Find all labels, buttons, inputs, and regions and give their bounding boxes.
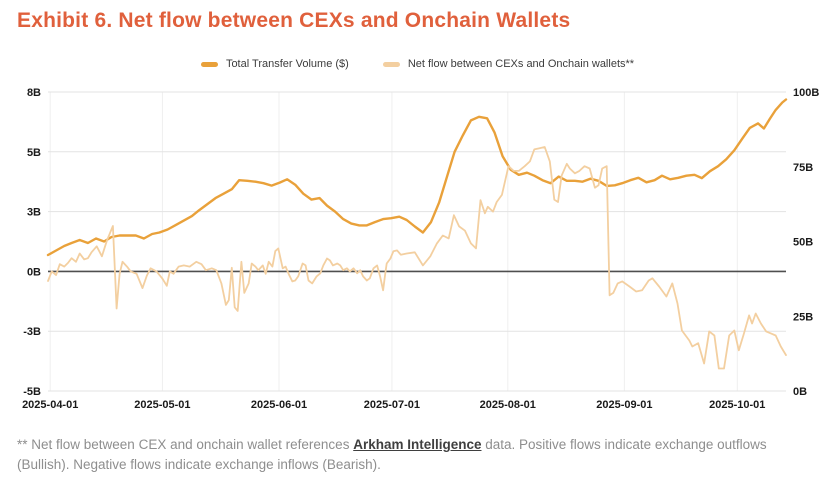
legend-label-volume: Total Transfer Volume ($) bbox=[225, 58, 349, 70]
svg-text:8B: 8B bbox=[27, 87, 41, 99]
chart-footnote: ** Net flow between CEX and onchain wall… bbox=[17, 435, 819, 476]
svg-text:0B: 0B bbox=[793, 386, 807, 398]
svg-text:2025-07-01: 2025-07-01 bbox=[364, 399, 420, 411]
svg-text:2025-04-01: 2025-04-01 bbox=[22, 399, 78, 411]
svg-text:0B: 0B bbox=[27, 266, 41, 278]
legend-label-netflow: Net flow between CEXs and Onchain wallet… bbox=[407, 58, 635, 70]
svg-text:2025-08-01: 2025-08-01 bbox=[480, 399, 536, 411]
arkham-intelligence-link[interactable]: Arkham Intelligence bbox=[353, 437, 482, 452]
legend-swatch-netflow-icon bbox=[382, 61, 400, 67]
svg-text:5B: 5B bbox=[27, 147, 41, 159]
footnote-prefix: ** Net flow between CEX and onchain wall… bbox=[17, 437, 354, 452]
svg-text:2025-05-01: 2025-05-01 bbox=[134, 399, 190, 411]
footnote-suffix: data. Positive flows indicate exchange o… bbox=[17, 437, 767, 473]
svg-text:2025-10-01: 2025-10-01 bbox=[709, 399, 765, 411]
legend-item-net-flow: Net flow between CEXs and Onchain wallet… bbox=[382, 58, 635, 70]
svg-text:50B: 50B bbox=[793, 237, 813, 249]
svg-text:3B: 3B bbox=[27, 207, 41, 219]
svg-text:-5B: -5B bbox=[23, 386, 41, 398]
svg-text:-3B: -3B bbox=[23, 326, 41, 338]
legend-swatch-volume-icon bbox=[200, 61, 218, 67]
svg-text:75B: 75B bbox=[793, 162, 813, 174]
exhibit-title: Exhibit 6. Net flow between CEXs and Onc… bbox=[17, 9, 571, 32]
svg-text:2025-06-01: 2025-06-01 bbox=[251, 399, 307, 411]
svg-text:2025-09-01: 2025-09-01 bbox=[596, 399, 652, 411]
svg-text:25B: 25B bbox=[793, 311, 813, 323]
svg-text:100B: 100B bbox=[793, 87, 819, 99]
chart-legend: Total Transfer Volume ($) Net flow betwe… bbox=[0, 57, 835, 71]
legend-item-total-transfer-volume: Total Transfer Volume ($) bbox=[200, 58, 349, 70]
netflow-line-chart: 8B 5B 3B 0B -3B -5B 100B 75B 50B 25B 0B 2025-04-01 2… bbox=[22, 87, 819, 411]
